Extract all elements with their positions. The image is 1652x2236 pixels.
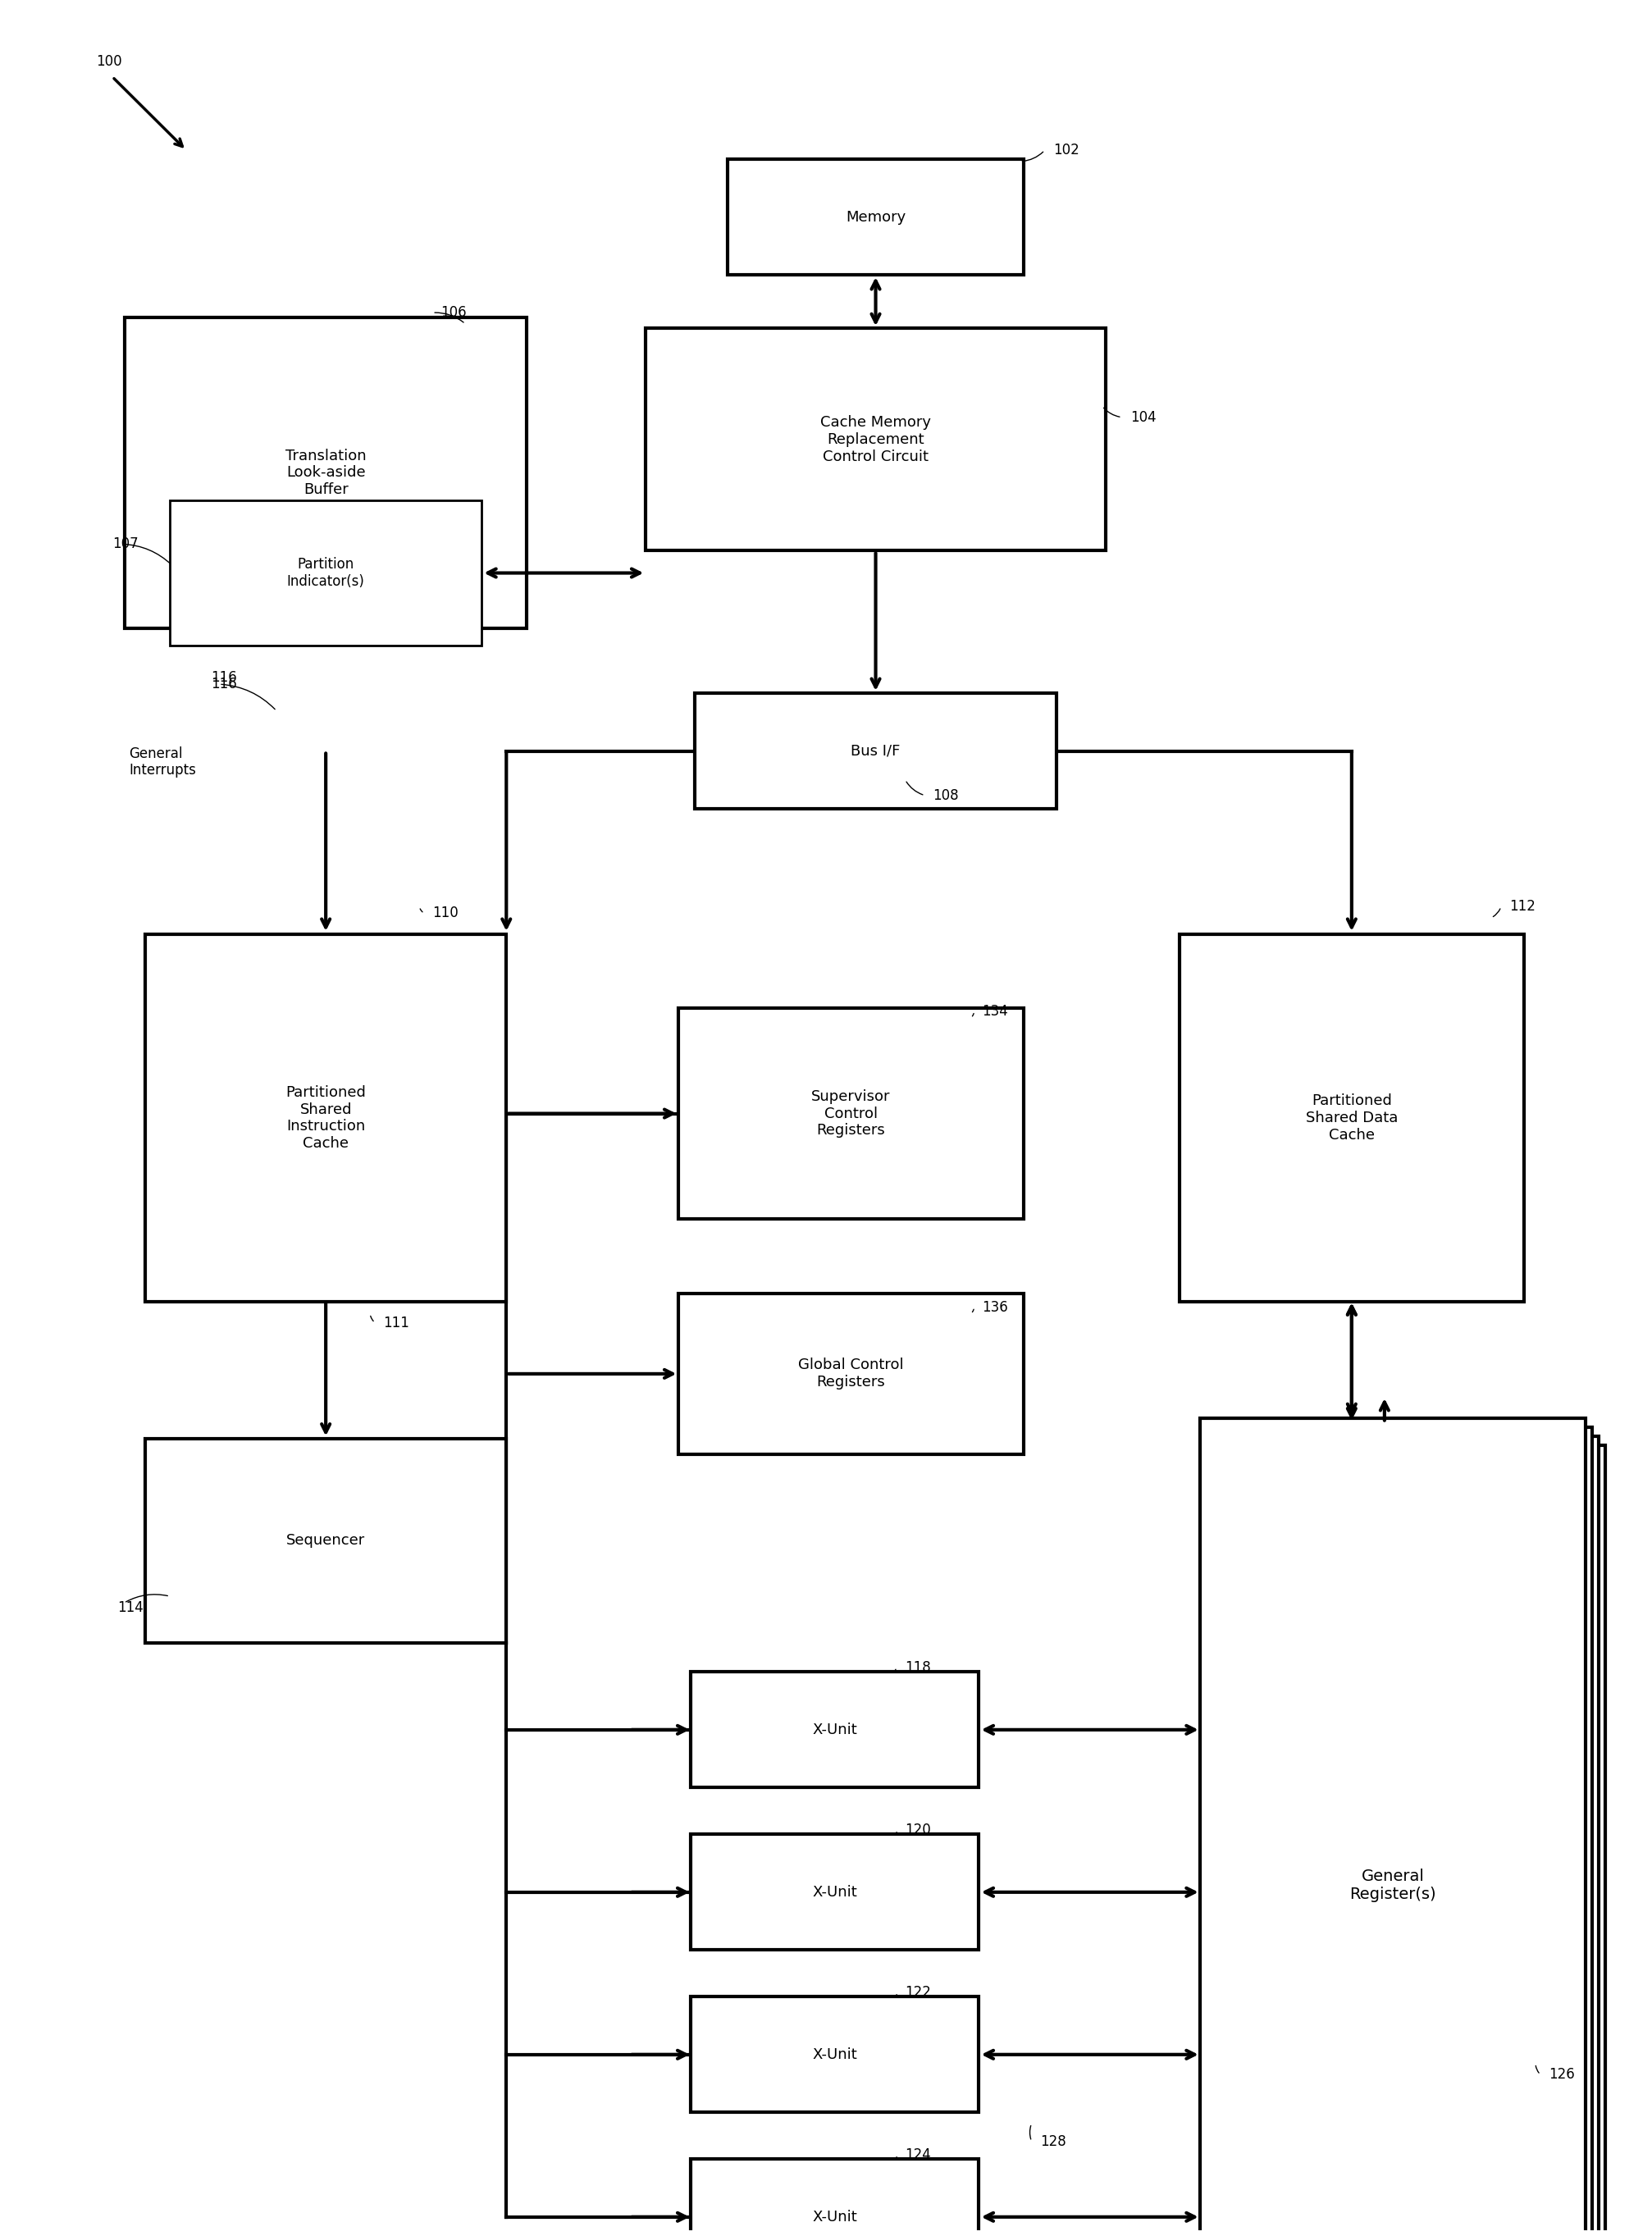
Text: Sequencer: Sequencer bbox=[286, 1534, 365, 1547]
Text: 126: 126 bbox=[1548, 2068, 1574, 2082]
FancyBboxPatch shape bbox=[145, 1438, 506, 1643]
Text: Supervisor
Control
Registers: Supervisor Control Registers bbox=[811, 1089, 890, 1138]
FancyBboxPatch shape bbox=[1199, 1418, 1584, 2236]
Text: General
Register(s): General Register(s) bbox=[1348, 1869, 1436, 1903]
Text: 116: 116 bbox=[211, 671, 236, 684]
Text: 136: 136 bbox=[981, 1299, 1008, 1315]
FancyBboxPatch shape bbox=[145, 935, 506, 1301]
FancyBboxPatch shape bbox=[170, 501, 481, 646]
Text: 100: 100 bbox=[96, 54, 122, 69]
FancyBboxPatch shape bbox=[695, 693, 1056, 809]
FancyBboxPatch shape bbox=[124, 318, 527, 628]
Text: X-Unit: X-Unit bbox=[811, 2209, 857, 2225]
FancyBboxPatch shape bbox=[1219, 1444, 1604, 2236]
FancyBboxPatch shape bbox=[646, 329, 1105, 550]
Text: 104: 104 bbox=[1130, 409, 1155, 425]
Text: 108: 108 bbox=[933, 787, 958, 803]
Text: 114: 114 bbox=[117, 1601, 144, 1614]
FancyBboxPatch shape bbox=[691, 2160, 978, 2236]
Text: 110: 110 bbox=[433, 906, 458, 921]
Text: X-Unit: X-Unit bbox=[811, 2048, 857, 2062]
Text: 118: 118 bbox=[905, 1659, 930, 1675]
FancyBboxPatch shape bbox=[1180, 935, 1523, 1301]
FancyBboxPatch shape bbox=[1213, 1436, 1597, 2236]
Text: 106: 106 bbox=[441, 306, 466, 320]
Text: Global Control
Registers: Global Control Registers bbox=[798, 1357, 904, 1391]
Text: Translation
Look-aside
Buffer: Translation Look-aside Buffer bbox=[286, 449, 367, 496]
Text: 124: 124 bbox=[905, 2147, 930, 2162]
FancyBboxPatch shape bbox=[691, 1673, 978, 1787]
Text: X-Unit: X-Unit bbox=[811, 1722, 857, 1737]
FancyBboxPatch shape bbox=[679, 1008, 1023, 1219]
Text: Memory: Memory bbox=[846, 210, 905, 224]
FancyBboxPatch shape bbox=[1206, 1427, 1591, 2236]
Text: 122: 122 bbox=[905, 1986, 930, 1999]
Text: 116: 116 bbox=[211, 678, 236, 691]
FancyBboxPatch shape bbox=[691, 1997, 978, 2113]
Text: 112: 112 bbox=[1508, 899, 1535, 915]
Text: Cache Memory
Replacement
Control Circuit: Cache Memory Replacement Control Circuit bbox=[819, 416, 930, 463]
Text: Partitioned
Shared Data
Cache: Partitioned Shared Data Cache bbox=[1305, 1093, 1398, 1143]
Text: 134: 134 bbox=[981, 1004, 1008, 1020]
Text: 107: 107 bbox=[112, 537, 139, 552]
FancyBboxPatch shape bbox=[691, 1834, 978, 1950]
Text: 111: 111 bbox=[383, 1315, 410, 1330]
Text: 102: 102 bbox=[1052, 143, 1079, 159]
Text: General
Interrupts: General Interrupts bbox=[129, 747, 197, 778]
FancyBboxPatch shape bbox=[679, 1295, 1023, 1453]
Text: 120: 120 bbox=[905, 1822, 930, 1838]
FancyBboxPatch shape bbox=[727, 159, 1023, 275]
Text: 128: 128 bbox=[1039, 2133, 1066, 2149]
Text: X-Unit: X-Unit bbox=[811, 1885, 857, 1901]
Text: Partition
Indicator(s): Partition Indicator(s) bbox=[287, 557, 365, 588]
Text: Partitioned
Shared
Instruction
Cache: Partitioned Shared Instruction Cache bbox=[286, 1084, 365, 1152]
Text: Bus I/F: Bus I/F bbox=[851, 745, 900, 758]
